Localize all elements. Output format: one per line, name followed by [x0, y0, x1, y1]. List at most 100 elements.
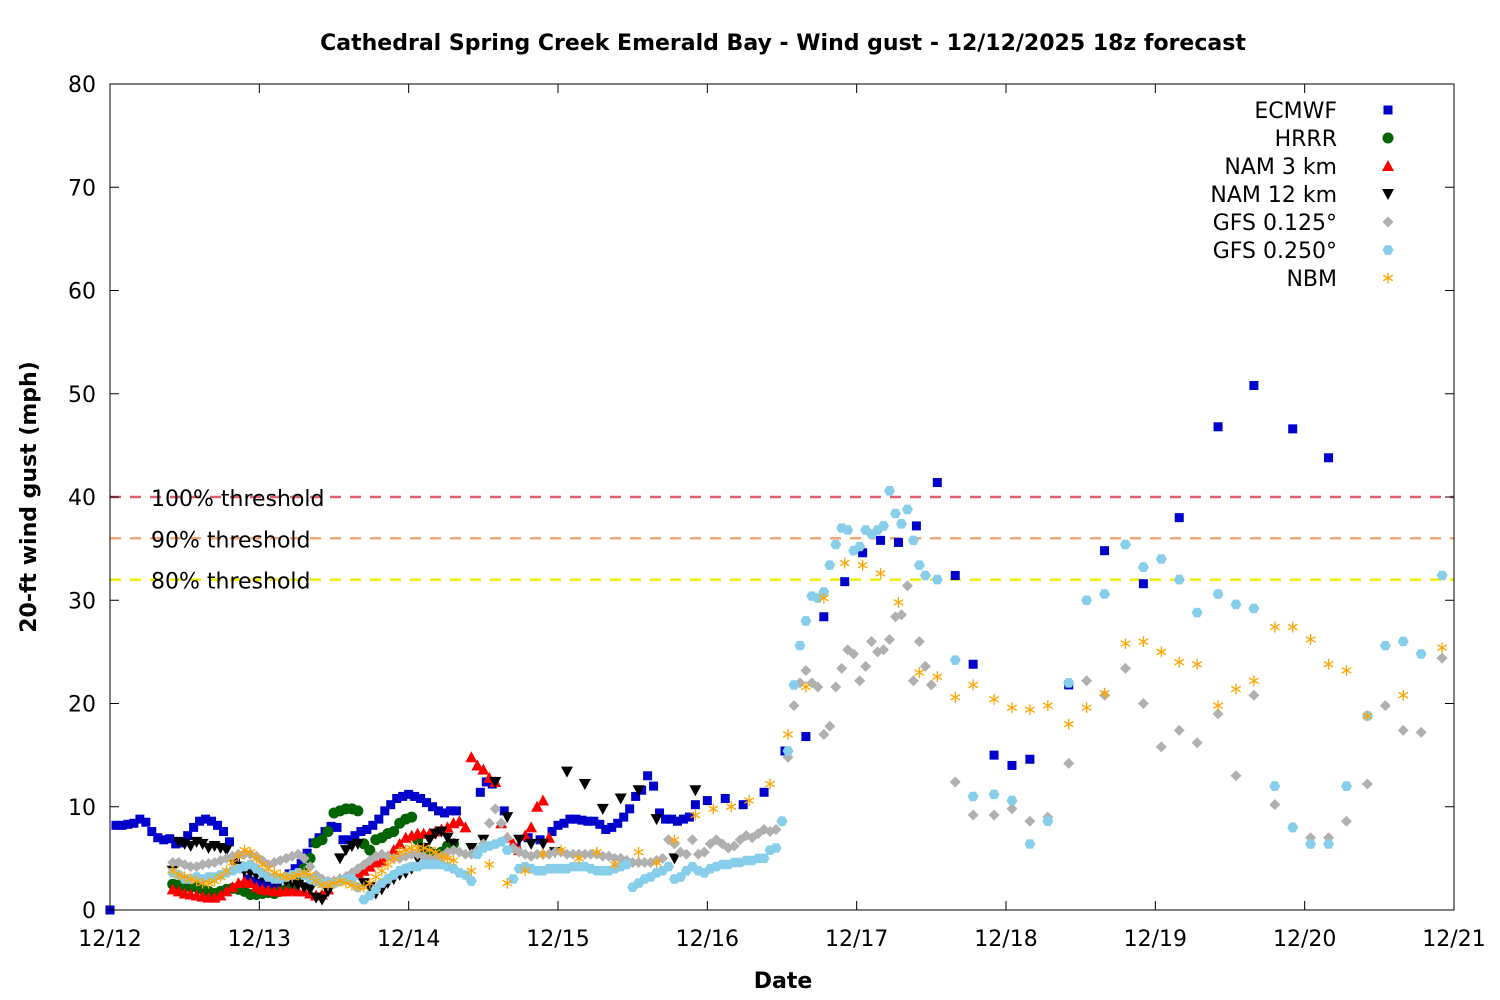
- data-point-ecmwf: [666, 814, 676, 824]
- data-point-nbm: [1042, 700, 1053, 712]
- data-point-gfs-0-250: [818, 587, 830, 597]
- data-point-gfs-0-125: [895, 609, 907, 621]
- data-point-ecmwf: [195, 816, 205, 826]
- data-point-gfs-0-250: [878, 521, 889, 531]
- data-point-nbm: [466, 865, 477, 877]
- data-point-nam-3-km: [477, 763, 490, 775]
- data-point-nbm: [334, 875, 346, 887]
- data-point-gfs-0-250: [1397, 636, 1409, 647]
- data-point-hrrr: [388, 826, 400, 838]
- asterisk-stroke: [388, 855, 399, 862]
- data-point-nbm: [245, 846, 256, 858]
- data-point-ecmwf: [968, 659, 978, 669]
- y-tick-label: 10: [68, 796, 96, 821]
- data-point-nbm: [1305, 633, 1316, 645]
- data-point-nam-12-km: [423, 834, 436, 846]
- data-point-nam-3-km: [226, 881, 239, 893]
- data-point-gfs-0-125: [1397, 724, 1409, 736]
- data-point-gfs-0-250: [1137, 562, 1149, 572]
- data-point-nbm: [857, 559, 868, 571]
- data-point-ecmwf: [272, 879, 282, 889]
- threshold-label: 100% threshold: [151, 487, 325, 512]
- asterisk-stroke: [1248, 677, 1260, 685]
- data-point-nbm: [968, 679, 979, 691]
- plot-frame: [109, 83, 1455, 911]
- asterisk-stroke: [573, 855, 585, 862]
- data-point-ecmwf: [362, 824, 372, 834]
- legend-marker: [1382, 245, 1394, 255]
- data-point-gfs-0-125: [919, 660, 931, 672]
- y-tick-label: 70: [68, 176, 96, 201]
- asterisk-stroke: [609, 861, 620, 868]
- asterisk-stroke: [310, 877, 322, 885]
- asterisk-stroke: [800, 683, 812, 691]
- data-point-nbm: [744, 795, 755, 807]
- asterisk-stroke: [669, 836, 680, 844]
- data-point-nbm: [370, 871, 381, 883]
- asterisk-stroke: [520, 867, 531, 875]
- axis-ticks: 0 10 20 30 40 50 60 70 80 12/12 12/13 12/14 12/15 12/…: [68, 73, 1486, 952]
- asterisk-stroke: [690, 811, 701, 819]
- asterisk-stroke: [340, 879, 352, 887]
- data-point-gfs-0-250: [896, 519, 907, 529]
- data-point-gfs-0-125: [913, 636, 925, 648]
- data-point-hrrr: [322, 826, 334, 838]
- data-point-gfs-0-125: [495, 817, 507, 829]
- threshold-label: 90% threshold: [151, 528, 311, 553]
- asterisk-stroke: [424, 846, 435, 854]
- asterisk-stroke: [1269, 623, 1280, 631]
- data-point-gfs-0-125: [1191, 737, 1203, 749]
- data-point-nbm: [1230, 683, 1242, 695]
- asterisk-stroke: [484, 861, 495, 868]
- asterisk-stroke: [591, 848, 602, 856]
- data-point-ecmwf: [989, 750, 999, 760]
- asterisk-stroke: [382, 861, 393, 868]
- data-point-gfs-0-250: [913, 560, 925, 570]
- data-point-ecmwf: [260, 879, 270, 889]
- x-tick-label: 12/18: [974, 927, 1037, 952]
- data-point-nam-12-km: [537, 838, 550, 850]
- data-point-nbm: [669, 834, 680, 846]
- asterisk-stroke: [1230, 685, 1242, 693]
- data-point-gfs-0-250: [1379, 640, 1391, 651]
- data-point-nbm: [221, 865, 232, 877]
- data-point-ecmwf: [684, 812, 694, 822]
- data-point-ecmwf: [147, 827, 157, 837]
- y-tick-label: 30: [68, 589, 96, 614]
- data-point-gfs-0-125: [686, 834, 698, 846]
- data-point-nam-12-km: [220, 845, 233, 857]
- data-point-ecmwf: [159, 835, 169, 845]
- series-nbm: [167, 557, 1448, 893]
- asterisk-stroke: [1341, 667, 1352, 674]
- data-point-ecmwf: [428, 802, 438, 812]
- data-point-gfs-0-125: [949, 776, 961, 788]
- asterisk-stroke: [708, 805, 719, 813]
- data-point-nam-3-km: [465, 751, 478, 763]
- data-point-nam-3-km: [453, 815, 466, 827]
- data-point-gfs-0-125: [483, 817, 495, 829]
- data-point-gfs-0-250: [1155, 554, 1167, 564]
- asterisk-stroke: [263, 865, 274, 873]
- asterisk-stroke: [818, 594, 829, 602]
- data-point-nam-12-km: [351, 838, 364, 850]
- data-point-gfs-0-125: [1024, 815, 1036, 827]
- data-point-ecmwf: [672, 816, 682, 826]
- asterisk-stroke: [1174, 658, 1185, 666]
- data-point-ecmwf: [583, 816, 593, 826]
- data-point-nam-12-km: [304, 884, 317, 896]
- data-point-gfs-0-125: [489, 803, 501, 815]
- data-point-nbm: [227, 857, 238, 869]
- data-point-gfs-0-125: [167, 857, 179, 869]
- data-point-ecmwf: [1249, 380, 1259, 390]
- data-point-ecmwf: [302, 848, 312, 858]
- legend-label: ECMWF: [1254, 99, 1337, 124]
- data-point-ecmwf: [932, 478, 942, 488]
- data-point-nbm: [708, 803, 719, 815]
- asterisk-stroke: [346, 881, 358, 889]
- data-point-nbm: [988, 693, 1000, 705]
- data-point-nbm: [251, 852, 262, 864]
- data-point-nam-3-km: [531, 800, 544, 812]
- data-point-ecmwf: [595, 819, 605, 829]
- asterisk-stroke: [1063, 720, 1074, 728]
- x-tick-label: 12/13: [228, 927, 291, 952]
